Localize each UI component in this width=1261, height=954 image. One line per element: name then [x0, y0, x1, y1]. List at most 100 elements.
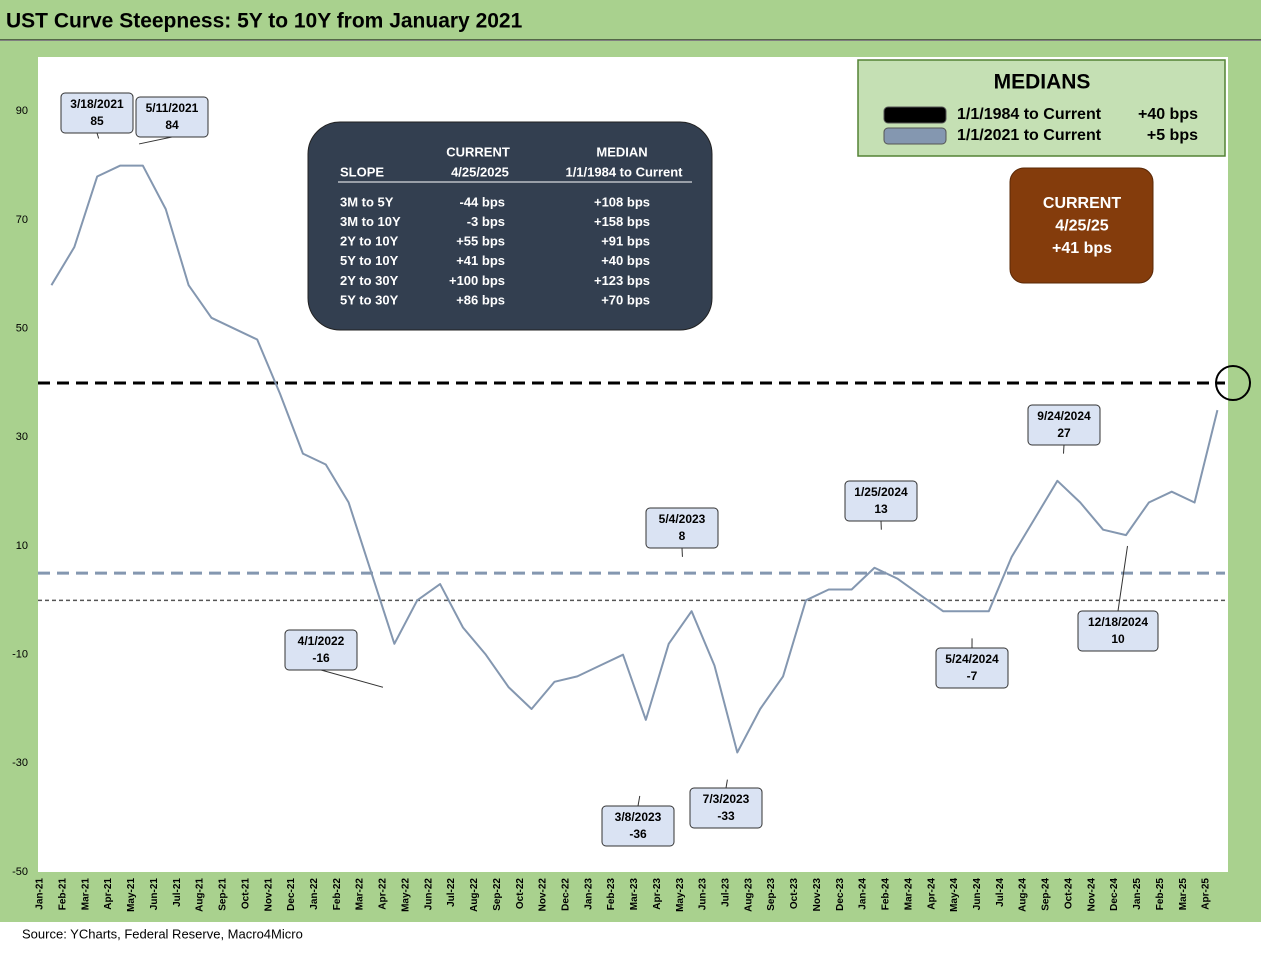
x-tick-label: Oct-22 — [515, 878, 526, 910]
annotation-date: 5/11/2021 — [146, 101, 199, 115]
x-tick-label: Aug-22 — [469, 878, 480, 912]
x-tick-label: Apr-24 — [926, 878, 937, 910]
x-tick-label: Sep-21 — [218, 878, 229, 911]
x-tick-label: Apr-22 — [378, 878, 389, 910]
x-tick-label: May-21 — [126, 878, 137, 912]
y-tick-label: -30 — [12, 757, 28, 769]
annotation-date: 5/4/2023 — [659, 512, 706, 526]
x-tick-label: Feb-25 — [1155, 878, 1166, 911]
table-cell: +41 bps — [456, 253, 505, 268]
x-tick-label: Sep-22 — [492, 878, 503, 911]
source: Source: YCharts, Federal Reserve, Macro4… — [22, 926, 303, 941]
annotation-date: 5/24/2024 — [945, 652, 999, 666]
x-tick-label: Nov-22 — [538, 878, 549, 912]
annotation-value: -33 — [717, 809, 735, 823]
table-cell: 2Y to 30Y — [340, 273, 399, 288]
annotation-leader — [1063, 445, 1064, 454]
x-tick-label: Feb-22 — [332, 878, 343, 911]
x-tick-label: Dec-22 — [560, 878, 571, 911]
table-cell: +158 bps — [594, 214, 650, 229]
x-tick-label: May-22 — [400, 878, 411, 912]
table-cell: 3M to 5Y — [340, 194, 394, 209]
x-tick-label: Dec-23 — [835, 878, 846, 911]
table-cell: +86 bps — [456, 292, 505, 307]
current-title: CURRENT — [1043, 195, 1121, 212]
x-tick-label: Nov-24 — [1086, 878, 1097, 912]
y-tick-label: 10 — [16, 540, 28, 552]
table-cell: +100 bps — [449, 273, 505, 288]
table-cell: 5Y to 10Y — [340, 253, 399, 268]
table-cell: +108 bps — [594, 194, 650, 209]
annotation-date: 1/25/2024 — [854, 485, 908, 499]
x-tick-label: Feb-24 — [881, 878, 892, 911]
legend-value: +40 bps — [1138, 106, 1198, 123]
legend-title: MEDIANS — [994, 71, 1091, 94]
x-tick-label: Jun-24 — [972, 878, 983, 911]
table-cell: +40 bps — [601, 253, 650, 268]
annotation-value: 27 — [1057, 426, 1071, 440]
x-tick-label: Apr-21 — [103, 878, 114, 910]
x-tick-label: Oct-21 — [240, 878, 251, 910]
x-tick-label: Nov-21 — [263, 878, 274, 912]
legend-value: +5 bps — [1147, 127, 1198, 144]
annotation-date: 9/24/2024 — [1037, 409, 1091, 423]
x-tick-label: Jun-21 — [149, 878, 160, 911]
x-tick-label: May-24 — [949, 878, 960, 912]
y-tick-label: -10 — [12, 649, 28, 661]
x-tick-label: Feb-23 — [606, 878, 617, 911]
x-tick-label: Aug-23 — [743, 878, 754, 912]
table-cell: SLOPE — [340, 164, 384, 179]
chart-title: UST Curve Steepness: 5Y to 10Y from Janu… — [6, 10, 523, 33]
y-tick-label: 90 — [16, 105, 28, 117]
x-tick-label: Jan-23 — [583, 878, 594, 910]
table-cell: +91 bps — [601, 234, 650, 249]
legend-swatch — [884, 128, 946, 144]
annotation-value: 13 — [874, 502, 888, 516]
table-cell: +70 bps — [601, 292, 650, 307]
legend-label: 1/1/1984 to Current — [957, 106, 1102, 123]
x-tick-label: Jun-22 — [423, 878, 434, 911]
annotation-value: -36 — [629, 827, 647, 841]
x-tick-label: Dec-21 — [286, 878, 297, 911]
current-value: +41 bps — [1052, 240, 1112, 257]
table-cell: +123 bps — [594, 273, 650, 288]
current-date: 4/25/25 — [1055, 218, 1108, 235]
annotation-date: 3/18/2021 — [70, 97, 124, 111]
x-tick-label: Jan-24 — [858, 878, 869, 910]
table-cell: 1/1/1984 to Current — [565, 164, 683, 179]
table-cell: MEDIAN — [596, 144, 647, 159]
x-tick-label: Jan-21 — [35, 878, 46, 910]
annotation-value: -7 — [967, 669, 978, 683]
x-tick-label: Feb-21 — [58, 878, 69, 911]
x-tick-label: Mar-21 — [80, 878, 91, 911]
x-tick-label: Sep-24 — [1041, 878, 1052, 911]
x-tick-label: Mar-25 — [1178, 878, 1189, 911]
table-cell: 5Y to 30Y — [340, 292, 399, 307]
table-cell: -3 bps — [467, 214, 505, 229]
x-tick-label: Jun-23 — [698, 878, 709, 911]
x-tick-label: Apr-25 — [1201, 878, 1212, 910]
table-cell: +55 bps — [456, 234, 505, 249]
x-tick-label: Sep-23 — [766, 878, 777, 911]
x-tick-label: Aug-21 — [195, 878, 206, 912]
table-cell: 4/25/2025 — [451, 164, 509, 179]
x-tick-label: Dec-24 — [1109, 878, 1120, 911]
table-cell: CURRENT — [446, 144, 510, 159]
x-tick-label: Mar-22 — [355, 878, 366, 911]
annotation-value: 84 — [165, 118, 179, 132]
y-tick-label: 70 — [16, 214, 28, 226]
annotation-value: 8 — [679, 529, 686, 543]
annotation-value: 85 — [90, 114, 104, 128]
x-tick-label: May-23 — [675, 878, 686, 912]
annotation-date: 4/1/2022 — [298, 634, 345, 648]
y-tick-label: 50 — [16, 323, 28, 335]
x-tick-label: Jan-22 — [309, 878, 320, 910]
legend-label: 1/1/2021 to Current — [957, 127, 1102, 144]
x-tick-label: Jan-25 — [1132, 878, 1143, 910]
annotation-value: -16 — [312, 651, 330, 665]
annotation-date: 7/3/2023 — [703, 792, 750, 806]
x-tick-label: Oct-24 — [1063, 878, 1074, 910]
legend-swatch — [884, 107, 946, 123]
annotation-value: 10 — [1111, 632, 1125, 646]
